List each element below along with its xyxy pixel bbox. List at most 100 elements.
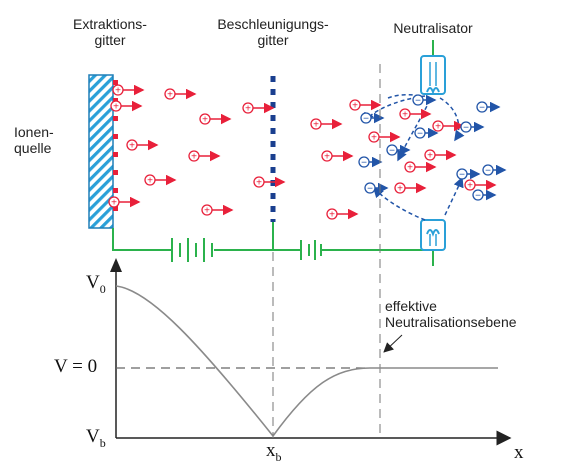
ion: + [394,182,427,195]
v0-label-main: V [86,272,100,293]
v-zero-label: V = 0 [54,356,98,377]
svg-text:−: − [485,166,491,177]
ion: + [164,88,197,101]
svg-text:+: + [167,90,173,101]
svg-text:+: + [427,151,433,162]
electrons: −−−−−−−−− −− [358,94,507,202]
ion: + [404,161,437,174]
plane-pointer [383,334,403,353]
ion: + [326,208,359,221]
electron: − [412,94,437,107]
neutralizer-top [420,55,446,95]
svg-text:+: + [191,152,197,163]
effective-plane-label-line2: Neutralisationsebene [385,314,517,330]
y-axis-arrow [110,258,122,272]
electron: − [386,144,411,157]
neutralizer-bottom [420,219,446,251]
x-axis-label: x [514,442,524,463]
electron: − [460,121,485,134]
vb-label: Vb [86,426,106,451]
xb-label: xb [266,440,282,465]
svg-text:−: − [389,146,395,157]
ion: + [349,99,382,112]
extraction-grid-label: Extraktions- gitter [55,16,165,48]
ion: + [199,113,232,126]
potential-curve [115,285,498,438]
electron: − [414,127,439,140]
svg-text:+: + [352,101,358,112]
ion: + [144,174,177,187]
ion: + [201,204,234,217]
electron: − [364,182,389,195]
ion: + [253,176,286,189]
svg-text:−: − [459,170,465,181]
ion-source-block [88,74,114,229]
effective-plane-label: effektive Neutralisationsebene [385,298,555,330]
neutralizer-label: Neutralisator [393,20,473,36]
circuit [112,40,434,266]
electron: − [472,189,497,202]
svg-text:+: + [204,206,210,217]
svg-text:+: + [329,210,335,221]
electron: − [482,164,507,177]
ion-source-label-line2: quelle [14,140,52,156]
acceleration-grid-label-line2: gitter [257,32,289,48]
ion: + [126,139,159,152]
svg-text:+: + [402,110,408,121]
svg-text:+: + [324,152,330,163]
svg-text:−: − [361,158,367,169]
acceleration-grid-label-line1: Beschleunigungs- [217,16,329,32]
svg-text:+: + [147,176,153,187]
vb-label-sub: b [99,435,106,450]
ion: + [424,149,457,162]
electron: − [476,101,501,114]
svg-text:+: + [371,133,377,144]
v0-label: V0 [86,272,106,297]
ion: + [242,102,275,115]
effective-plane-label-line1: effektive [385,298,437,314]
ion-source-label: Ionen- quelle [14,124,80,156]
acceleration-grid-label: Beschleunigungs- gitter [188,16,358,48]
ion: + [310,118,343,131]
svg-text:+: + [113,102,119,113]
svg-text:−: − [363,114,369,125]
ion: + [108,196,141,209]
ion: + [464,179,497,192]
v0-label-sub: 0 [99,281,106,296]
electron: − [360,112,385,125]
svg-text:−: − [417,129,423,140]
ion: + [110,100,143,113]
svg-text:+: + [256,178,262,189]
svg-text:−: − [415,96,421,107]
ions: + + + + + + + + + + + + + + + + + + + + + + [108,84,497,221]
svg-text:−: − [479,103,485,114]
svg-text:−: − [463,123,469,134]
svg-text:+: + [313,120,319,131]
ion: + [188,150,221,163]
svg-text:+: + [435,122,441,133]
svg-text:+: + [129,141,135,152]
svg-text:+: + [202,115,208,126]
extraction-grid-label-line1: Extraktions- [73,16,147,32]
svg-text:+: + [397,184,403,195]
xb-label-sub: b [275,449,282,464]
svg-text:−: − [475,191,481,202]
electron: − [456,168,481,181]
vb-label-main: V [86,426,100,447]
xb-label-main: x [266,440,276,461]
potential-plot [110,64,512,446]
svg-text:+: + [111,198,117,209]
svg-text:+: + [467,181,473,192]
svg-text:−: − [367,184,373,195]
ion: + [368,131,401,144]
electron: − [358,156,383,169]
svg-text:+: + [407,163,413,174]
ion: + [112,84,145,97]
ion: + [321,150,354,163]
svg-text:+: + [245,104,251,115]
ion: + [399,108,432,121]
ion-source-label-line1: Ionen- [14,124,54,140]
extraction-grid-label-line2: gitter [94,32,126,48]
svg-text:+: + [115,86,121,97]
